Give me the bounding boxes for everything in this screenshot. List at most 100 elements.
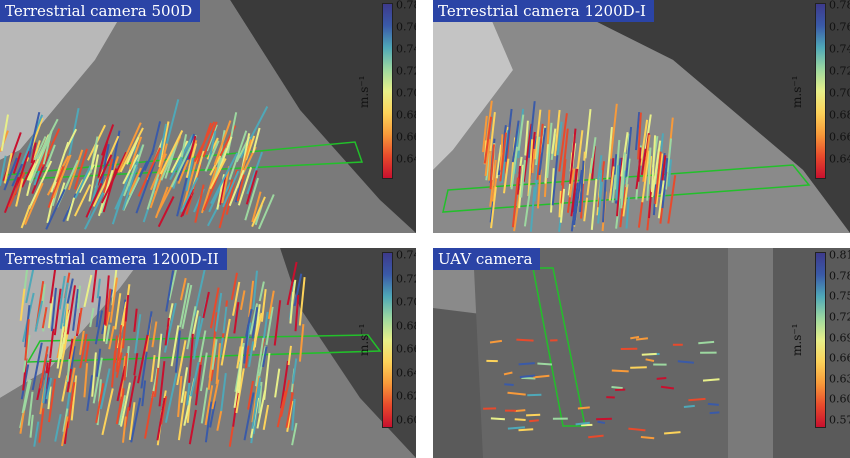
velocity-vector: [202, 121, 218, 158]
velocity-vector: [122, 161, 139, 211]
velocity-vector: [247, 380, 254, 410]
velocity-vector: [611, 174, 617, 203]
velocity-vector: [535, 136, 541, 166]
velocity-vector: [260, 288, 267, 322]
velocity-vector: [488, 111, 496, 157]
scene-500d: [0, 0, 416, 233]
velocity-vector: [117, 325, 123, 361]
velocity-vector: [244, 345, 250, 369]
velocity-vector: [559, 188, 566, 223]
velocity-vector: [257, 194, 275, 230]
velocity-vector: [620, 152, 626, 209]
velocity-vector: [211, 379, 220, 410]
colorbar-tick-label: 0.69: [829, 331, 850, 344]
colorbar-ticks: 0.81 0.78 0.75 0.72 0.69 0.66 0.63 0.60 0.57: [829, 249, 850, 427]
velocity-vector: [134, 314, 142, 354]
velocity-vector: [484, 139, 491, 177]
velocity-vector: [133, 352, 139, 376]
velocity-vector: [100, 151, 128, 204]
colorbar-tick-label: 0.74: [396, 248, 416, 262]
velocity-vector: [146, 311, 153, 336]
velocity-vector: [516, 165, 522, 195]
velocity-vector: [199, 352, 208, 392]
scene-1200d-ii: [0, 248, 416, 458]
velocity-vector: [280, 360, 289, 409]
velocity-vector: [159, 130, 184, 175]
roi-outline: [26, 334, 382, 363]
velocity-vector: [519, 374, 536, 379]
velocity-vector: [181, 157, 198, 210]
velocity-vector: [179, 282, 190, 328]
velocity-vector: [68, 338, 74, 361]
velocity-vector: [630, 335, 640, 340]
velocity-vector: [538, 127, 547, 176]
velocity-vector: [251, 307, 259, 339]
velocity-vector: [128, 402, 136, 441]
velocity-vector: [248, 280, 255, 318]
velocity-vector: [639, 119, 649, 166]
velocity-vector: [495, 144, 503, 179]
velocity-vector: [98, 379, 102, 402]
velocity-vector: [124, 294, 130, 322]
velocity-vector: [707, 402, 719, 406]
velocity-vector: [66, 278, 74, 304]
velocity-vector: [523, 185, 532, 227]
velocity-vector: [228, 426, 234, 447]
velocity-vector: [280, 379, 291, 417]
velocity-vector: [544, 144, 550, 184]
velocity-vector: [243, 392, 255, 441]
velocity-vector: [188, 409, 197, 445]
colorbar-tick-label: 0.68: [396, 319, 416, 333]
velocity-vector: [73, 184, 92, 217]
velocity-vector: [79, 333, 88, 369]
velocity-vector: [204, 401, 213, 443]
velocity-vector: [228, 169, 245, 207]
panel-500d: Terrestrial camera 500D 0.78 0.76 0.74 0.72…: [0, 0, 416, 233]
velocity-vector: [114, 188, 126, 210]
velocity-vector: [194, 184, 205, 223]
velocity-vector: [677, 360, 694, 364]
velocity-vector: [237, 346, 244, 394]
velocity-vector: [575, 421, 590, 426]
velocity-vector: [236, 174, 245, 202]
velocity-vector: [76, 307, 83, 334]
velocity-vector: [640, 148, 647, 176]
velocity-vector: [38, 408, 45, 443]
velocity-vector: [100, 144, 110, 186]
velocity-vector: [622, 184, 629, 217]
velocity-vectors: [482, 100, 677, 232]
velocity-vector: [485, 153, 491, 181]
velocity-vector: [570, 168, 579, 217]
velocity-vector: [683, 404, 695, 408]
velocity-vector: [200, 387, 209, 424]
colorbar-tick-label: 0.78: [396, 0, 416, 12]
colorbar: [382, 252, 393, 428]
velocity-vector: [174, 330, 181, 373]
velocity-vector: [73, 148, 88, 190]
velocity-vector: [619, 184, 627, 228]
velocity-vector: [198, 330, 207, 363]
velocity-vector: [39, 346, 49, 389]
velocity-vector: [533, 374, 550, 379]
velocity-vector: [190, 361, 200, 397]
velocity-vector: [520, 159, 526, 198]
velocity-vector: [125, 136, 140, 165]
velocity-vector: [218, 337, 224, 359]
velocity-vector: [489, 159, 497, 207]
velocity-vector: [248, 341, 255, 367]
colorbar-unit: m.s⁻¹: [357, 323, 371, 357]
velocity-vector: [522, 123, 533, 182]
velocity-vector: [95, 296, 101, 328]
velocity-vector: [0, 114, 9, 151]
velocity-vector: [507, 426, 525, 430]
colorbar-tick-label: 0.72: [396, 272, 416, 286]
velocity-vector: [615, 165, 620, 201]
velocity-vector: [294, 294, 300, 332]
panel-title: UAV camera: [433, 248, 541, 270]
velocity-vector: [48, 378, 57, 423]
velocity-vector: [667, 159, 672, 187]
velocity-vector: [117, 122, 142, 173]
velocity-vector: [144, 391, 155, 439]
velocity-vector: [108, 325, 115, 350]
velocity-vector: [170, 134, 198, 188]
